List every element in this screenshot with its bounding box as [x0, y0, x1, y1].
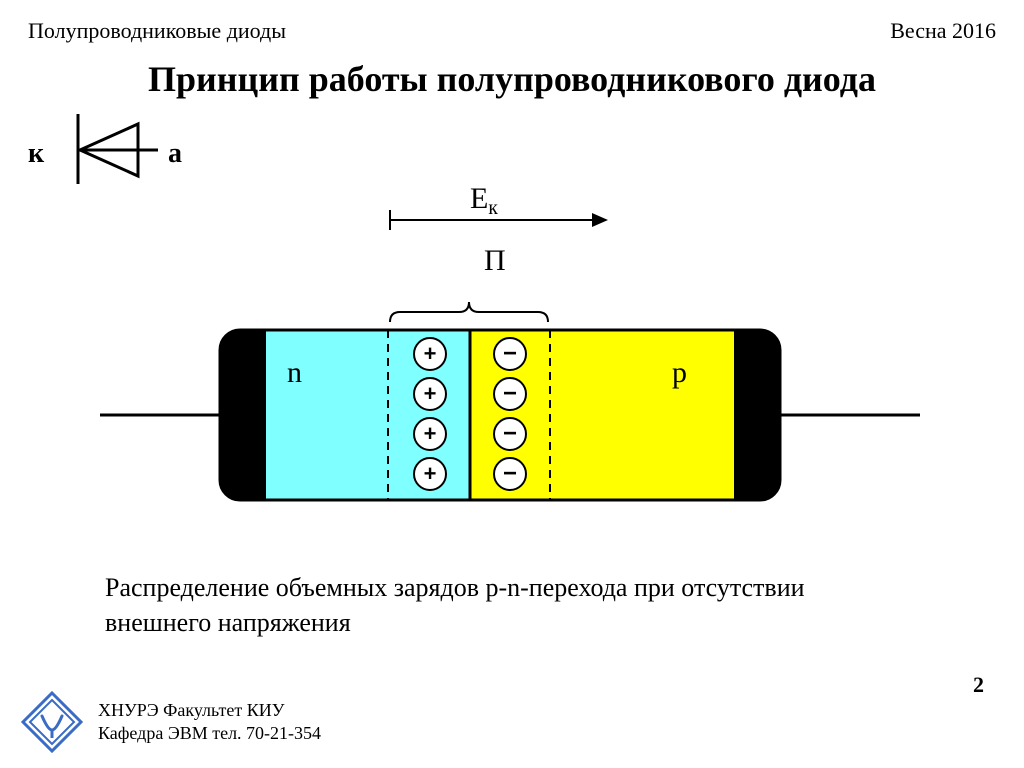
svg-text:+: +: [424, 461, 437, 486]
svg-text:n: n: [287, 356, 302, 389]
svg-text:+: +: [424, 421, 437, 446]
svg-text:−: −: [503, 460, 517, 487]
header-left: Полупроводниковые диоды: [28, 18, 286, 44]
svg-text:+: +: [424, 341, 437, 366]
footer: ХНУРЭ Факультет КИУ Кафедра ЭВМ тел. 70-…: [20, 690, 321, 754]
caption: Распределение объемных зарядов p-n-перех…: [105, 570, 905, 640]
svg-text:−: −: [503, 340, 517, 367]
page-title: Принцип работы полупроводникового диода: [0, 50, 1024, 110]
svg-text:+: +: [424, 381, 437, 406]
footer-line2: Кафедра ЭВМ тел. 70-21-354: [98, 722, 321, 745]
svg-text:П: П: [484, 244, 506, 277]
footer-line1: ХНУРЭ Факультет КИУ: [98, 699, 321, 722]
university-logo-icon: [20, 690, 84, 754]
svg-text:Eк: Eк: [470, 182, 498, 219]
svg-text:−: −: [503, 380, 517, 407]
svg-text:p: p: [672, 356, 687, 389]
svg-text:−: −: [503, 420, 517, 447]
anode-label: а: [168, 138, 182, 170]
pn-junction-diagram: n p + − + − + − + − Eк П: [100, 180, 920, 560]
pn-junction-svg: n p + − + − + − + − Eк П: [100, 180, 920, 560]
header-right: Весна 2016: [890, 18, 996, 44]
cathode-label: к: [28, 138, 44, 170]
page-number: 2: [973, 672, 984, 698]
